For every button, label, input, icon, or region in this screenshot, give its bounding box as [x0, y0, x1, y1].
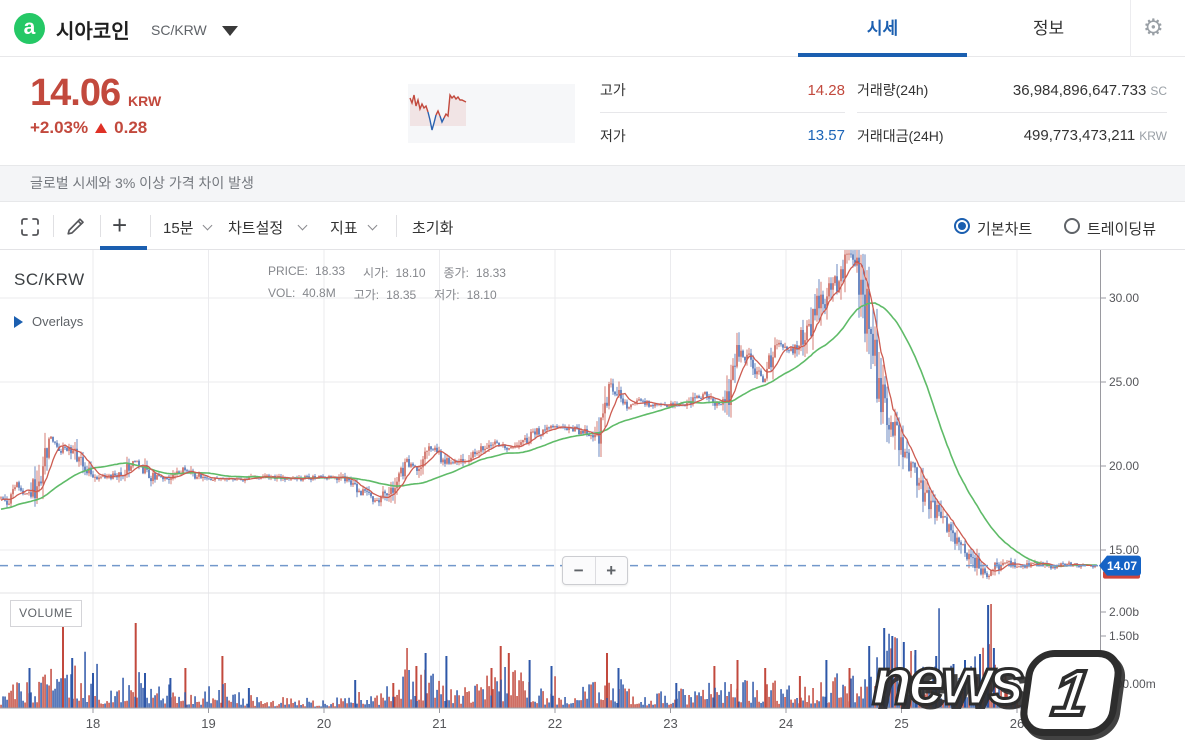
change-percent: +2.03% [30, 118, 89, 137]
svg-text:21: 21 [432, 716, 446, 731]
svg-text:25: 25 [894, 716, 908, 731]
radio-basic-chart-label[interactable]: 기본차트 [977, 221, 1033, 238]
radio-tradingview[interactable] [1064, 218, 1080, 234]
fullscreen-icon[interactable] [18, 215, 42, 239]
ohlc-label: 저가: [434, 288, 460, 302]
chart-settings-dropdown[interactable]: 차트설정 [228, 220, 284, 237]
stat-value: 14.28 [807, 81, 845, 99]
ohlc-info: PRICE: 18.33 시가: 18.10 종가: 18.33 VOL: 40.8M … [268, 264, 506, 308]
radio-basic-chart[interactable] [954, 218, 970, 234]
svg-text:1.50b: 1.50b [1109, 629, 1139, 643]
toolbar-divider [53, 215, 54, 237]
ohlc-label: 시가: [363, 266, 389, 280]
radio-tradingview-label[interactable]: 트레이딩뷰 [1087, 221, 1157, 238]
svg-text:26: 26 [1010, 716, 1024, 731]
volume-pane-label: VOLUME [10, 600, 82, 627]
overlays-toggle[interactable]: Overlays [14, 314, 83, 329]
global-price-gap-notice: 글로벌 시세와 3% 이상 가격 차이 발생 [0, 165, 1185, 202]
zoom-controls: − + [562, 556, 628, 585]
svg-text:23: 23 [663, 716, 677, 731]
svg-text:20: 20 [317, 716, 331, 731]
triangle-right-icon [14, 315, 23, 328]
chart-toolbar: + 15분 차트설정 지표 초기화 기본차트 트레이딩뷰 [0, 202, 1185, 250]
settings-gear-icon[interactable]: ⚙ [1143, 14, 1164, 40]
svg-text:22: 22 [548, 716, 562, 731]
ohlc-label: PRICE: [268, 264, 309, 278]
stat-unit: KRW [1139, 129, 1167, 143]
coin-pair-code: SC/KRW [151, 22, 207, 38]
svg-text:14.07: 14.07 [1107, 559, 1137, 573]
toolbar-divider [396, 215, 397, 237]
price-change-row: +2.03% 0.28 [30, 118, 147, 138]
zoom-in-button[interactable]: + [606, 561, 617, 580]
interval-dropdown[interactable]: 15분 [163, 220, 194, 237]
mini-sparkline [408, 84, 575, 143]
svg-text:2.00b: 2.00b [1109, 605, 1139, 619]
svg-text:19: 19 [201, 716, 215, 731]
chart-pair-label: SC/KRW [14, 270, 85, 289]
zoom-out-button[interactable]: − [563, 557, 596, 584]
app-header: a 시아코인 SC/KRW 시세 정보 ⚙ [0, 0, 1185, 57]
overlays-label: Overlays [32, 314, 84, 329]
ohlc-value: 18.33 [315, 264, 346, 278]
ohlc-label: 고가: [353, 288, 380, 302]
svg-text:18: 18 [86, 716, 100, 731]
candlestick-chart-canvas[interactable]: 30.00 25.00 20.00 15.00 2.00b 1.50b 500.00m 18 1… [0, 250, 1185, 745]
stat-label: 거래량(24h) [857, 82, 929, 98]
change-amount: 0.28 [114, 118, 148, 137]
toolbar-divider [100, 215, 101, 237]
ohlc-label: 종가: [443, 266, 469, 280]
ohlc-value: 18.10 [395, 266, 426, 280]
ohlc-value: 18.33 [475, 266, 506, 280]
up-arrow-icon [95, 123, 108, 133]
stat-value24h: 거래대금(24H) 499,773,473,211 KRW [857, 113, 1167, 158]
stat-unit: SC [1150, 83, 1167, 98]
price-currency: KRW [128, 93, 162, 109]
tab-price[interactable]: 시세 [866, 19, 899, 38]
ohlc-value: 40.8M [302, 286, 336, 300]
active-tab-underline [798, 53, 967, 57]
chevron-down-icon[interactable] [367, 220, 378, 231]
stat-label: 거래대금(24H) [857, 127, 944, 144]
stat-label: 고가 [600, 82, 626, 98]
svg-text:24: 24 [779, 716, 793, 731]
svg-text:30.00: 30.00 [1109, 291, 1139, 305]
ohlc-value: 18.35 [386, 288, 417, 302]
svg-text:25.00: 25.00 [1109, 375, 1139, 389]
tab-info[interactable]: 정보 [1032, 19, 1065, 38]
stat-value: 36,984,896,647.733 SC [1012, 81, 1167, 99]
svg-text:500.00m: 500.00m [1109, 677, 1156, 691]
ohlc-value: 18.10 [466, 288, 497, 302]
stat-label: 저가 [600, 127, 626, 144]
indicator-dropdown[interactable]: 지표 [330, 220, 358, 237]
add-indicator-button[interactable]: + [112, 210, 128, 240]
toolbar-divider [150, 215, 151, 237]
current-price: 14.06 [30, 72, 121, 114]
svg-text:20.00: 20.00 [1109, 459, 1139, 473]
coin-title: 시아코인 [56, 21, 130, 43]
svg-text:15.00: 15.00 [1109, 543, 1139, 557]
stats-grid: 고가 14.28 거래량(24h) 36,984,896,647.733 SC 저… [600, 68, 1167, 158]
siacoin-logo-icon: a [14, 13, 45, 44]
price-section: 14.06 KRW +2.03% 0.28 고가 14.28 거래량(24h) … [0, 58, 1185, 165]
reset-button[interactable]: 초기화 [412, 220, 454, 237]
header-divider [1130, 0, 1131, 57]
stat-high: 고가 14.28 [600, 68, 845, 113]
chevron-down-icon[interactable] [202, 220, 213, 231]
stat-value: 499,773,473,211 KRW [1023, 127, 1167, 144]
stat-volume24h: 거래량(24h) 36,984,896,647.733 SC [857, 68, 1167, 113]
stat-value: 13.57 [807, 127, 845, 144]
stat-low: 저가 13.57 [600, 113, 845, 158]
toolbar-active-underline [100, 246, 147, 250]
draw-pencil-icon[interactable] [63, 214, 88, 239]
chevron-down-icon[interactable] [297, 220, 308, 231]
coin-selector-caret-icon[interactable] [222, 26, 238, 36]
ohlc-label: VOL: [268, 286, 296, 300]
